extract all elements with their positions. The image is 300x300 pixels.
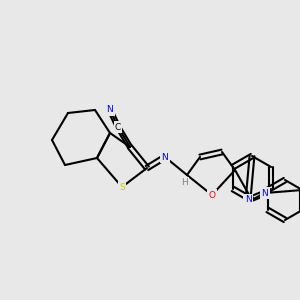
Text: C: C — [115, 122, 121, 131]
Text: O: O — [208, 190, 215, 200]
Text: N: N — [262, 188, 268, 197]
Text: N: N — [106, 106, 113, 115]
Text: N: N — [244, 196, 251, 205]
Text: S: S — [119, 182, 125, 191]
Text: H: H — [181, 178, 188, 187]
Text: N: N — [162, 152, 168, 161]
